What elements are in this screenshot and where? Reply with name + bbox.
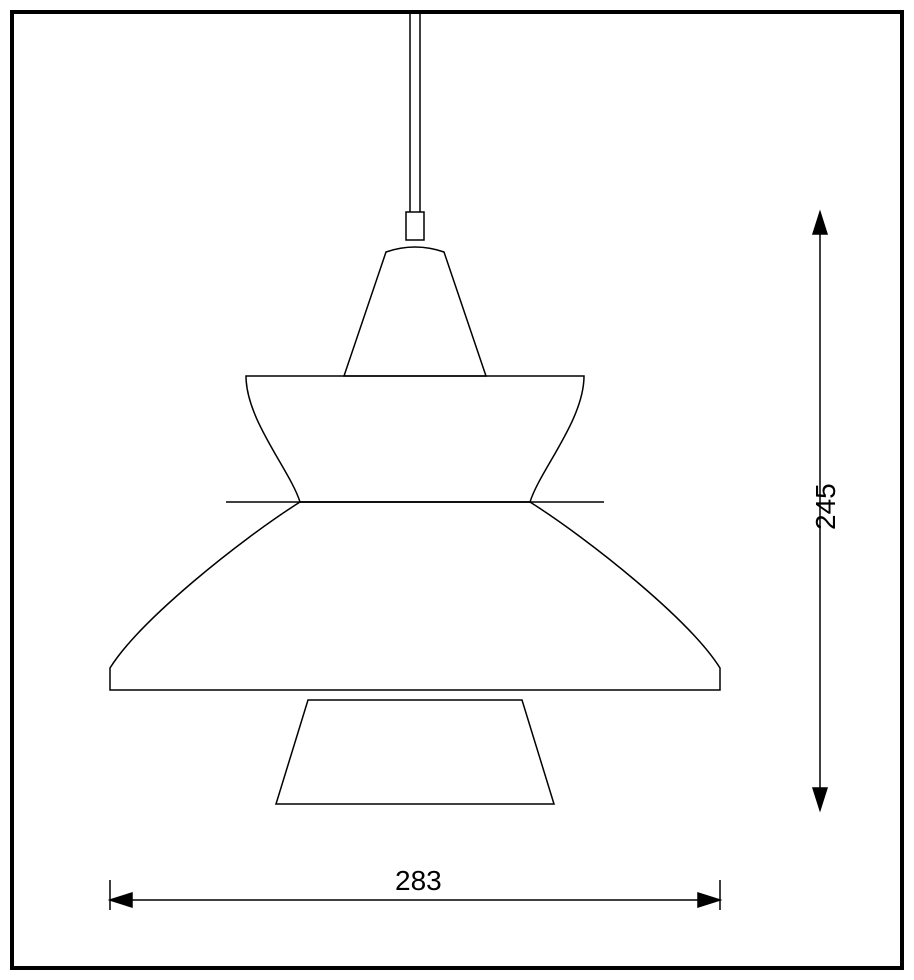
outer-border — [12, 12, 902, 968]
width-dimension-label: 283 — [395, 865, 442, 896]
technical-drawing-svg: 283 245 — [0, 0, 914, 980]
drawing-frame: 283 245 — [0, 0, 914, 980]
height-dimension-label: 245 — [810, 483, 841, 530]
